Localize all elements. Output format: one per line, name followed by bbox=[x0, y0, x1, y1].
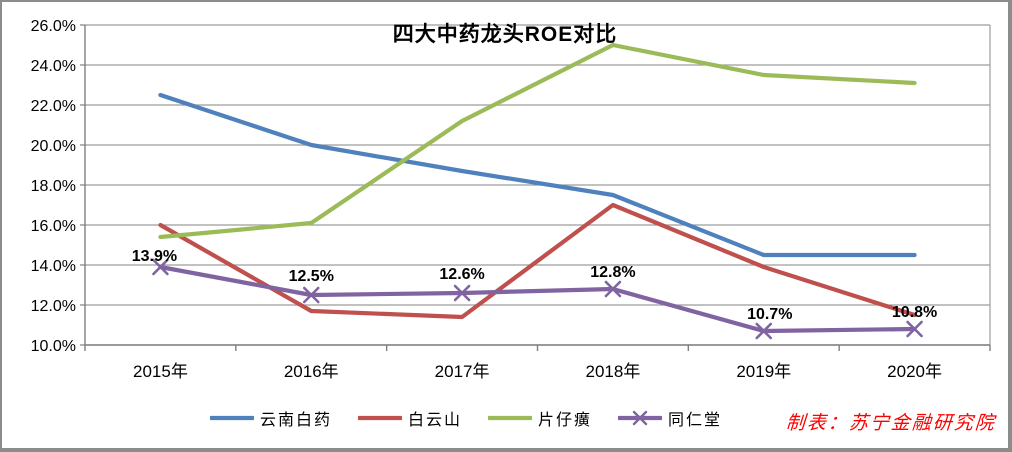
data-label: 13.9% bbox=[132, 248, 177, 265]
legend-label: 片仔癀 bbox=[538, 412, 593, 429]
y-axis-label: 24.0% bbox=[31, 58, 76, 75]
series-marker-x bbox=[302, 286, 320, 304]
data-label: 12.8% bbox=[590, 264, 635, 281]
legend-item-云南白药: 云南白药 bbox=[209, 406, 332, 430]
legend-item-片仔癀: 片仔癀 bbox=[488, 406, 592, 430]
series-marker-x bbox=[152, 258, 169, 276]
x-axis-label: 2016年 bbox=[284, 362, 339, 381]
x-axis-label: 2018年 bbox=[586, 362, 641, 381]
x-axis-label: 2020年 bbox=[887, 362, 942, 381]
legend-swatch bbox=[488, 415, 532, 421]
data-label: 12.5% bbox=[289, 268, 334, 285]
series-白云山 bbox=[158, 202, 917, 320]
y-axis-label: 20.0% bbox=[31, 138, 76, 155]
series-云南白药 bbox=[158, 92, 917, 258]
series-marker-x bbox=[632, 410, 648, 426]
legend-swatch bbox=[357, 415, 402, 421]
y-axis-label: 16.0% bbox=[31, 218, 76, 235]
x-axis-label: 2017年 bbox=[435, 362, 490, 381]
y-axis-label: 10.0% bbox=[31, 338, 76, 355]
data-label: 10.8% bbox=[892, 304, 937, 321]
y-axis-label: 22.0% bbox=[31, 98, 76, 115]
series-line bbox=[158, 92, 917, 258]
y-axis-label: 14.0% bbox=[31, 258, 76, 275]
series-line bbox=[158, 264, 917, 334]
x-axis-label: 2019年 bbox=[736, 362, 791, 381]
legend-label: 云南白药 bbox=[259, 412, 332, 429]
series-marker-x bbox=[604, 280, 622, 298]
series-marker-x bbox=[906, 320, 923, 338]
series-片仔癀 bbox=[158, 42, 917, 240]
credit-text: 制表：苏宁金融研究院 bbox=[785, 413, 997, 434]
series-marker-x bbox=[453, 284, 471, 302]
legend-item-同仁堂: 同仁堂 bbox=[618, 406, 722, 430]
y-axis-label: 26.0% bbox=[31, 18, 76, 35]
series-line bbox=[158, 202, 917, 320]
legend-item-白云山: 白云山 bbox=[357, 406, 462, 430]
data-label: 10.7% bbox=[747, 306, 792, 323]
x-axis-label: 2015年 bbox=[133, 362, 188, 381]
y-axis-label: 18.0% bbox=[31, 178, 76, 195]
legend-label: 白云山 bbox=[407, 412, 462, 429]
series-同仁堂 bbox=[152, 258, 923, 340]
y-axis-label: 12.0% bbox=[31, 298, 76, 315]
data-label: 12.6% bbox=[439, 266, 484, 283]
series-line bbox=[158, 42, 917, 240]
legend-label: 同仁堂 bbox=[668, 412, 723, 429]
legend-swatch bbox=[209, 415, 254, 421]
legend-swatch bbox=[618, 410, 663, 426]
legend: 云南白药 白云山 片仔癀 同仁堂 bbox=[2, 404, 1008, 432]
series-marker-x bbox=[755, 322, 773, 340]
